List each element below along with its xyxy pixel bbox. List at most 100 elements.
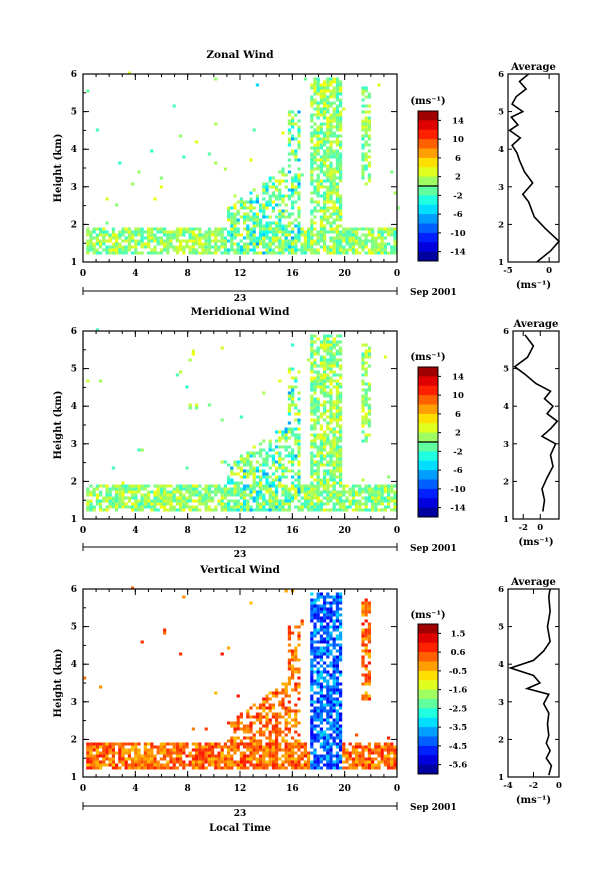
y-tick-label: 1 — [71, 773, 77, 783]
colorbar-tick-label: -0.5 — [449, 667, 467, 677]
average-profile: Average 1 2 3 4 5 6 -5 0 (ms⁻¹) — [498, 62, 561, 291]
profile-y-tick-label: 4 — [498, 145, 504, 155]
profile-frame — [512, 330, 560, 520]
colorbar-segment — [418, 507, 438, 518]
y-axis-label: Height (km) — [53, 649, 64, 718]
profile-y-tick-label: 3 — [498, 183, 504, 193]
x-tick-label: 8 — [185, 526, 191, 536]
x-tick-label: 16 — [286, 526, 299, 536]
y-tick-label: 1 — [71, 258, 77, 268]
y-tick-label: 2 — [71, 477, 77, 487]
profile-y-tick-label: 4 — [503, 402, 509, 412]
colorbar-segment — [418, 451, 438, 462]
profile-x-tick-label: 0 — [537, 523, 543, 533]
profile-y-tick-label: 6 — [498, 585, 504, 595]
colorbar-tick-label: -1.6 — [449, 686, 467, 696]
average-profile: Average 1 2 3 4 5 6 -2 0 (ms⁻¹) — [503, 319, 560, 548]
date-label: 23 — [234, 294, 247, 304]
y-axis-label: Height (km) — [53, 134, 64, 203]
colorbar-segment — [418, 139, 438, 149]
colorbar-segment — [418, 736, 438, 747]
colorbar-unit: (ms⁻¹) — [410, 96, 445, 107]
date-label: 23 — [234, 550, 247, 560]
profile-y-tick-label: 3 — [498, 698, 504, 708]
profile-line — [508, 588, 553, 776]
profile-x-tick-label: 0 — [556, 781, 562, 791]
colorbar-segment — [418, 214, 438, 224]
y-tick-label: 2 — [71, 735, 77, 745]
x-tick-label: 12 — [234, 784, 247, 794]
month-label: Sep 2001 — [410, 288, 457, 298]
colorbar-segment — [418, 367, 438, 377]
colorbar-tick-label: 6 — [455, 410, 461, 420]
colorbar-segment — [418, 111, 438, 121]
colorbar-segment — [418, 404, 438, 415]
colorbar-segment — [418, 642, 438, 653]
profile-y-tick-label: 2 — [498, 220, 504, 230]
profile-line — [508, 73, 561, 263]
colorbar-frame — [417, 623, 439, 775]
profile-y-tick-label: 5 — [498, 623, 504, 633]
y-tick-label: 3 — [71, 440, 77, 450]
month-label: Sep 2001 — [410, 544, 457, 554]
x-tick-label: 4 — [132, 526, 138, 536]
profile-y-tick-label: 2 — [503, 477, 509, 487]
y-tick-label: 4 — [71, 660, 77, 670]
colorbar-tick-label: 10 — [452, 391, 464, 401]
colorbar-segment — [418, 717, 438, 728]
colorbar-segment — [418, 385, 438, 396]
profile-y-tick-label: 1 — [503, 515, 509, 525]
profile-x-label: (ms⁻¹) — [516, 280, 551, 291]
colorbar-segment — [418, 413, 438, 424]
x-tick-label: 4 — [132, 784, 138, 794]
profile-y-tick-label: 5 — [498, 108, 504, 118]
colorbar-segment — [418, 167, 438, 178]
x-tick-label: 12 — [234, 269, 247, 279]
colorbar-tick-label: 14 — [452, 116, 464, 126]
colorbar-segment — [418, 633, 438, 644]
colorbar-tick-label: 2 — [455, 429, 461, 439]
profile-y-tick-label: 4 — [498, 660, 504, 670]
colorbar-tick-label: -4.5 — [449, 742, 467, 752]
colorbar-segment — [418, 470, 438, 480]
profile-title: Average — [513, 319, 559, 330]
profile-y-tick-label: 1 — [498, 773, 504, 783]
colorbar-tick-label: -3.5 — [449, 723, 467, 733]
profile-x-tick-label: -4 — [503, 781, 513, 791]
x-tick-label: 0 — [80, 784, 86, 794]
colorbar-segment — [418, 242, 438, 253]
average-profile: Average 1 2 3 4 5 6 -4 -2 0 (ms⁻¹) — [498, 577, 562, 806]
colorbar-segment — [418, 680, 438, 691]
colorbar-segment — [418, 708, 438, 719]
colorbar-segment — [418, 661, 438, 672]
colorbar-segment — [418, 442, 438, 452]
colorbar-segment — [418, 764, 438, 775]
profile-x-label: (ms⁻¹) — [516, 795, 551, 806]
colorbar-segment — [418, 120, 438, 131]
x-axis-label: Local Time — [209, 823, 271, 834]
colorbar-tick-label: -2 — [453, 191, 463, 201]
colorbar-segment — [418, 460, 438, 471]
data-field — [86, 328, 397, 512]
colorbar-tick-label: 14 — [452, 372, 464, 382]
y-tick-label: 5 — [71, 108, 77, 118]
colorbar-segment — [418, 432, 438, 443]
y-tick-label: 3 — [71, 698, 77, 708]
y-tick-label: 5 — [71, 365, 77, 375]
y-tick-label: 4 — [71, 402, 77, 412]
profile-x-tick-label: -2 — [518, 523, 528, 533]
colorbar-segment — [418, 395, 438, 405]
x-tick-label: 0 — [80, 526, 86, 536]
x-tick-label: 16 — [286, 784, 299, 794]
x-tick-label: 16 — [286, 269, 299, 279]
colorbar-segment — [418, 176, 438, 187]
profile-title: Average — [510, 577, 556, 588]
profile-title: Average — [510, 62, 556, 73]
panel-title: Meridional Wind — [191, 306, 290, 318]
colorbar-tick-label: 10 — [452, 135, 464, 145]
colorbar-segment — [418, 157, 438, 168]
colorbar-segment — [418, 488, 438, 499]
